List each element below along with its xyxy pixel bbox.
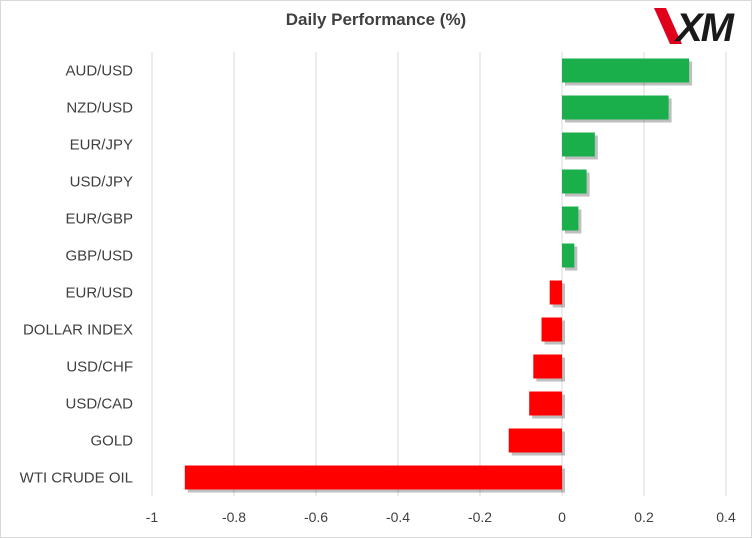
- logo-slash-icon: [654, 8, 682, 44]
- bar-dollar-index: [541, 317, 562, 342]
- x-tick-label: -0.2: [468, 509, 492, 525]
- category-label: USD/CHF: [66, 359, 133, 376]
- logo-text: XM: [676, 6, 734, 50]
- category-label: NZD/USD: [66, 100, 133, 117]
- category-label: USD/CAD: [65, 396, 133, 413]
- bar-nzd-usd: [562, 95, 669, 120]
- x-tick-label: 0.2: [634, 509, 654, 525]
- bar-wti-crude-oil: [184, 465, 563, 490]
- x-tick-label: 0.4: [716, 509, 736, 525]
- bar-gold: [508, 428, 562, 453]
- category-label-layer: AUD/USD NZD/USD EUR/JPY USD/JPY EUR/GBP GBP/U…: [20, 63, 134, 487]
- category-label: AUD/USD: [65, 63, 133, 80]
- bar-eur-jpy: [562, 132, 595, 157]
- category-label: GOLD: [90, 433, 133, 450]
- grid-layer: [151, 52, 727, 496]
- x-tick-label: -0.8: [222, 509, 246, 525]
- bar-usd-jpy: [562, 169, 587, 194]
- category-label: EUR/USD: [65, 285, 133, 302]
- category-label: EUR/GBP: [65, 211, 133, 228]
- x-tick-label: 0: [558, 509, 566, 525]
- category-label: GBP/USD: [65, 248, 133, 265]
- x-tick-label: -1: [146, 509, 159, 525]
- chart-title: Daily Performance (%): [285, 10, 467, 29]
- bar-usd-cad: [529, 391, 562, 416]
- category-label: DOLLAR INDEX: [23, 322, 133, 339]
- x-tick-label: -0.4: [386, 509, 410, 525]
- category-label: EUR/JPY: [70, 137, 133, 154]
- bar-eur-usd: [549, 280, 562, 305]
- bar-gbp-usd: [562, 243, 575, 268]
- bar-aud-usd: [562, 58, 690, 83]
- category-label: USD/JPY: [70, 174, 133, 191]
- x-tick-label: -0.6: [304, 509, 328, 525]
- bar-layer: [184, 58, 693, 493]
- bar-eur-gbp: [562, 206, 579, 231]
- x-tick-label-layer: -1 -0.8 -0.6 -0.4 -0.2 0 0.2 0.4: [146, 509, 736, 525]
- category-label: WTI CRUDE OIL: [20, 470, 133, 487]
- xm-logo: XM: [652, 4, 744, 50]
- bar-usd-chf: [533, 354, 562, 379]
